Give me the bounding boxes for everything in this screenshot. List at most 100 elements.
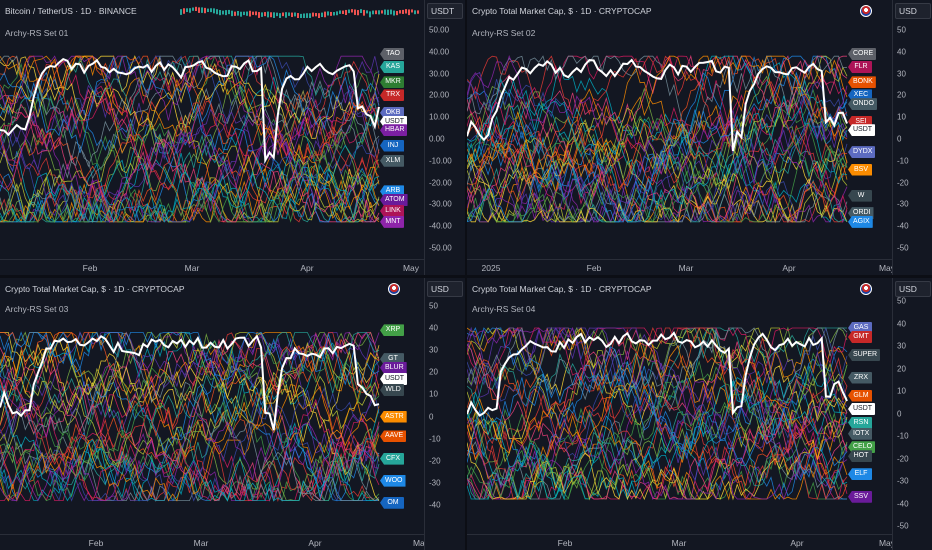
- scale-tick-label: 10: [429, 389, 438, 399]
- mini-candle: [246, 11, 248, 16]
- rs-series-line: [0, 164, 380, 223]
- symbol-tag-astr[interactable]: ASTR: [380, 410, 407, 423]
- symbol-tag-super[interactable]: SUPER: [848, 349, 881, 361]
- symbol-tag-usdt[interactable]: USDT: [848, 403, 876, 415]
- indicator-title[interactable]: Archy-RS Set 02: [472, 28, 536, 38]
- symbol-tag-xlm[interactable]: XLM: [380, 154, 404, 167]
- symbol-tag-xrp[interactable]: XRP: [380, 324, 404, 337]
- rs-series-line: [467, 64, 848, 223]
- currency-selector[interactable]: USDT: [427, 3, 463, 19]
- price-scale[interactable]: USD 50 40 30 20 10 0 -10 -20 -30 -40 -50: [892, 0, 932, 275]
- rs-series-line: [467, 327, 848, 462]
- time-axis[interactable]: Feb Mar Apr May: [0, 534, 429, 550]
- symbol-tag-wld[interactable]: WLD: [380, 384, 404, 397]
- rs-series-line: [467, 55, 848, 193]
- rs-plot[interactable]: [0, 278, 424, 534]
- mini-candle: [234, 11, 236, 16]
- currency-selector[interactable]: USD: [427, 281, 463, 297]
- symbol-tag-glm[interactable]: GLM: [848, 389, 872, 402]
- symbol-tag-zrx[interactable]: ZRX: [848, 371, 872, 384]
- pane-splitter-horizontal[interactable]: [0, 275, 932, 278]
- symbol-tag-atom[interactable]: ATOM: [380, 194, 408, 207]
- symbol-tag-cfx[interactable]: CFX: [380, 452, 404, 465]
- symbol-tag-tao[interactable]: TAO: [380, 47, 404, 60]
- symbol-tag-usdt[interactable]: USDT: [380, 372, 408, 385]
- indicator-title[interactable]: Archy-RS Set 03: [5, 304, 69, 314]
- time-axis-label: Feb: [88, 538, 104, 548]
- mini-candle: [363, 9, 365, 16]
- rs-series-line: [467, 327, 848, 442]
- symbol-tag-rsn[interactable]: RSN: [848, 416, 872, 429]
- scale-tick-label: -20: [897, 454, 909, 463]
- time-axis[interactable]: 2025 Feb Mar Apr May: [467, 259, 895, 275]
- symbol-tag-trx[interactable]: TRX: [380, 89, 404, 102]
- mini-candle: [276, 12, 278, 17]
- rs-plot[interactable]: [0, 0, 424, 259]
- symbol-title[interactable]: Crypto Total Market Cap, $ · 1D · CRYPTO…: [472, 6, 652, 16]
- time-axis[interactable]: Feb Mar Apr May: [467, 534, 895, 550]
- symbol-tag-bonk[interactable]: BONK: [848, 76, 876, 89]
- symbol-tag-dydx[interactable]: DYDX: [848, 146, 876, 159]
- symbol-tag-hot[interactable]: HOT: [848, 450, 872, 463]
- symbol-tag-ssv[interactable]: SSV: [848, 490, 872, 503]
- currency-selector[interactable]: USD: [895, 281, 931, 297]
- mini-candle: [183, 8, 185, 14]
- price-scale[interactable]: USDT 50.00 40.00 30.00 20.00 10.00 0.00 -10.00…: [424, 0, 464, 275]
- symbol-tag-core[interactable]: CORE: [848, 47, 877, 60]
- symbol-tag-link[interactable]: LINK: [380, 204, 404, 217]
- symbol-tag-bsv[interactable]: BSV: [848, 163, 872, 176]
- pane-top-left[interactable]: Bitcoin / TetherUS · 1D · BINANCE Archy-…: [0, 0, 465, 275]
- price-mini-chart: [0, 0, 424, 18]
- symbol-tag-usdt[interactable]: USDT: [848, 124, 876, 137]
- price-scale[interactable]: USD 50 40 30 20 10 0 -10 -20 -30 -40 -50: [892, 278, 932, 550]
- symbol-tag-blur[interactable]: BLUR: [380, 361, 407, 374]
- symbol-title[interactable]: Crypto Total Market Cap, $ · 1D · CRYPTO…: [5, 284, 185, 294]
- symbol-tag-ondo[interactable]: ONDO: [848, 98, 877, 111]
- us-flag-icon: [388, 283, 400, 295]
- symbol-tag-iotx[interactable]: IOTX: [848, 427, 873, 440]
- symbol-tag-inj[interactable]: INJ: [380, 139, 404, 152]
- scale-tick-label: 40: [897, 319, 906, 328]
- currency-selector[interactable]: USD: [895, 3, 931, 19]
- mini-candle: [405, 9, 407, 14]
- mini-candle: [240, 11, 242, 17]
- scale-tick-label: -30: [897, 199, 909, 209]
- symbol-title[interactable]: Crypto Total Market Cap, $ · 1D · CRYPTO…: [472, 284, 652, 294]
- rs-series-line: [467, 78, 848, 223]
- symbol-tag-w[interactable]: W: [848, 189, 872, 202]
- symbol-tag-agix[interactable]: AGIX: [848, 215, 873, 228]
- symbol-tag-hbar[interactable]: HBAR: [380, 124, 408, 137]
- price-scale[interactable]: USD 50 40 30 20 10 0 -10 -20 -30 -40: [424, 278, 464, 550]
- scale-tick-label: -10: [897, 431, 909, 441]
- symbol-tag-flr[interactable]: FLR: [848, 61, 872, 74]
- pane-bottom-right[interactable]: Crypto Total Market Cap, $ · 1D · CRYPTO…: [467, 278, 932, 550]
- rs-series-line: [467, 118, 848, 223]
- mini-candle: [303, 13, 305, 18]
- mini-candle: [387, 9, 389, 15]
- symbol-tag-aave[interactable]: AAVE: [380, 430, 407, 443]
- mini-candle: [279, 13, 281, 18]
- scale-tick-label: 10: [897, 386, 906, 396]
- rs-plot[interactable]: [467, 278, 892, 534]
- mini-candle: [351, 9, 353, 13]
- mini-candle: [180, 9, 182, 15]
- pane-bottom-left[interactable]: Crypto Total Market Cap, $ · 1D · CRYPTO…: [0, 278, 465, 550]
- rs-series-line: [467, 103, 848, 223]
- symbol-tag-mkr[interactable]: MKR: [380, 76, 404, 89]
- rs-series-line: [467, 55, 848, 185]
- symbol-title[interactable]: Bitcoin / TetherUS · 1D · BINANCE: [5, 6, 137, 16]
- time-axis[interactable]: Feb Mar Apr May: [0, 259, 424, 275]
- pane-top-right[interactable]: Crypto Total Market Cap, $ · 1D · CRYPTO…: [467, 0, 932, 275]
- symbol-tag-mnt[interactable]: MNT: [380, 215, 404, 228]
- symbol-tag-woo[interactable]: WOO: [380, 474, 406, 487]
- mini-candle: [231, 10, 233, 17]
- rs-plot[interactable]: [467, 0, 892, 259]
- indicator-title[interactable]: Archy-RS Set 04: [472, 304, 536, 314]
- symbol-tag-elf[interactable]: ELF: [848, 468, 872, 481]
- scale-tick-label: -40: [897, 499, 909, 508]
- symbol-tag-gmt[interactable]: GMT: [848, 331, 872, 343]
- indicator-title[interactable]: Archy-RS Set 01: [5, 28, 69, 38]
- symbol-tag-om[interactable]: OM: [380, 496, 404, 509]
- time-axis-label: Apr: [300, 263, 314, 273]
- symbol-tag-kas[interactable]: KAS: [380, 61, 404, 74]
